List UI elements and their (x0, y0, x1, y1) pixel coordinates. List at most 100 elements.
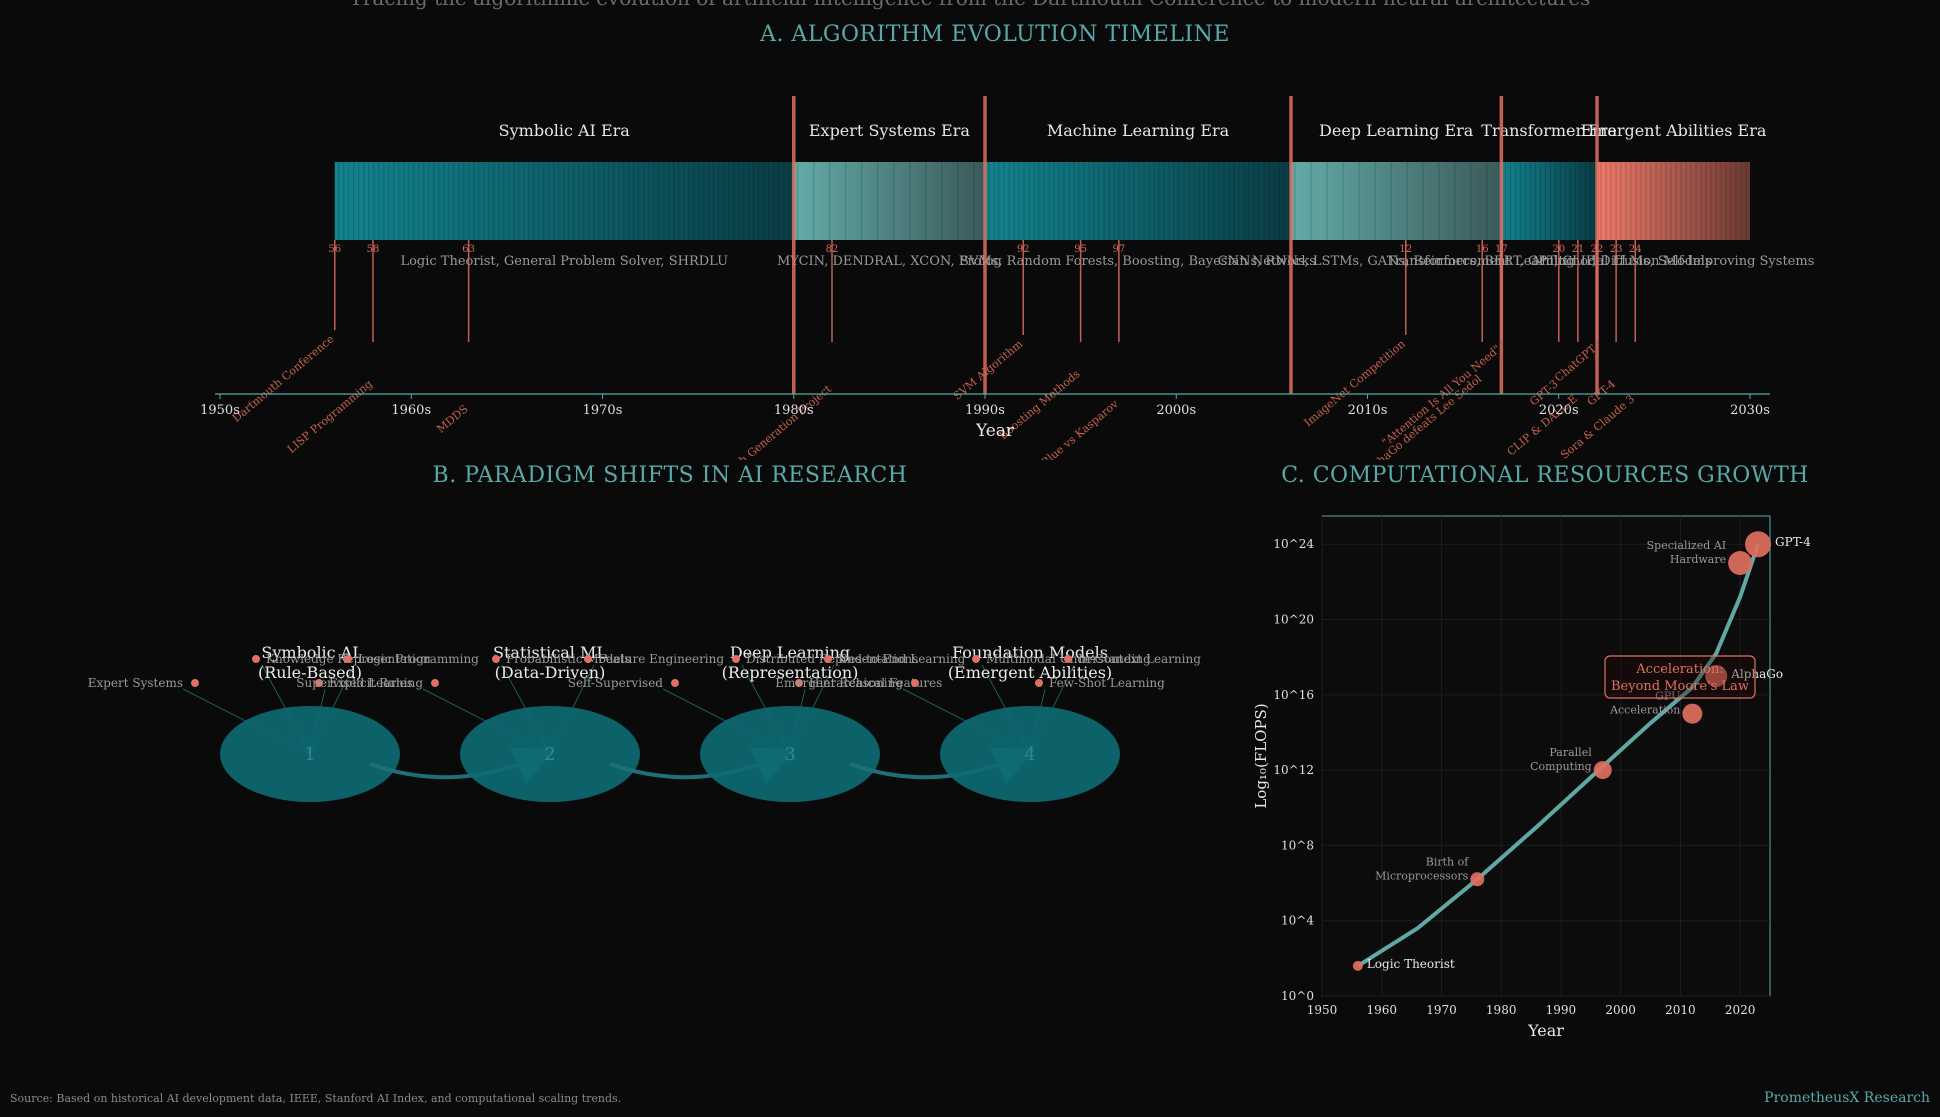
paradigm-node-4 (940, 706, 1120, 802)
timeline-tick-label: 2000s (1156, 403, 1196, 418)
compute-point (1745, 531, 1772, 558)
compute-y-label: Log₁₀(FLOPS) (1252, 703, 1270, 808)
era-examples: CNNs, RNNs, LSTMs, GANs, Reinforcement L… (1218, 254, 1575, 269)
event-year: 24 (1629, 244, 1642, 255)
compute-point-label: Hardware (1670, 553, 1726, 566)
event-label: MDDS (434, 402, 470, 435)
compute-point-label: Logic Theorist (1367, 957, 1455, 971)
event-year: 63 (462, 244, 475, 255)
concept-label: Supervised Learning (296, 676, 423, 690)
event-label: Dartmouth Conference (230, 332, 337, 425)
compute-y-tick: 10^0 (1281, 989, 1314, 1003)
compute-y-tick: 10^12 (1273, 763, 1314, 777)
paradigm-title: Statistical ML (493, 643, 607, 662)
event-year: 92 (1017, 244, 1030, 255)
timeline-tick-label: 1980s (774, 403, 814, 418)
compute-point-label: GPU (1655, 690, 1680, 703)
timeline-title: A. ALGORITHM EVOLUTION TIMELINE (760, 22, 1230, 47)
concept-dot (584, 655, 592, 663)
event-label: SVM Algorithm (951, 337, 1026, 403)
paradigm-subtitle: (Rule-Based) (258, 663, 362, 682)
compute-y-tick: 10^24 (1273, 537, 1314, 551)
timeline-tick-label: 1990s (965, 403, 1005, 418)
concept-label: Hierarchical Features (809, 676, 942, 690)
compute-y-tick: 10^4 (1281, 914, 1314, 928)
era-examples: MYCIN, DENDRAL, XCON, Prolog (777, 254, 1002, 269)
event-year: 20 (1552, 244, 1565, 255)
concept-dot (344, 655, 352, 663)
era-name: Deep Learning Era (1319, 121, 1474, 140)
era-bar-3 (985, 162, 1291, 240)
concept-dot (824, 655, 832, 663)
compute-point (1352, 960, 1363, 971)
era-name: Machine Learning Era (1047, 121, 1230, 140)
paradigms-title: B. PARADIGM SHIFTS IN AI RESEARCH (432, 463, 908, 488)
era-bar-2 (793, 162, 985, 240)
compute-y-tick: 10^16 (1273, 688, 1314, 702)
concept-dot (671, 679, 679, 687)
concept-dot (252, 655, 260, 663)
concept-dot (315, 679, 323, 687)
concept-label: Logic Programming (358, 652, 479, 666)
event-label: "Attention Is All You Need" (1380, 342, 1504, 449)
timeline-tick-label: 1970s (583, 403, 623, 418)
event-year: 95 (1074, 244, 1087, 255)
compute-point-label: AlphaGo (1730, 667, 1783, 681)
compute-chart: 1950 1960 1970 1980 1990 2000 2010 2020 10^0 10^4… (1252, 515, 1811, 1040)
compute-x-tick: 1990 (1546, 1003, 1577, 1017)
event-year: 97 (1113, 244, 1126, 255)
era-examples: Transformers, BERT, GPT, CLIP, Diffusion… (1387, 254, 1712, 269)
compute-point (1470, 872, 1485, 887)
figure-subtitle: Tracing the algorithmic evolution of art… (0, 0, 1940, 10)
era-examples: Logic Theorist, General Problem Solver, … (400, 254, 728, 269)
era-examples: Multimodal LLMs, Self-Improving Systems (1533, 254, 1815, 269)
compute-x-tick: 2000 (1605, 1003, 1636, 1017)
compute-point-label: Birth of (1426, 855, 1469, 868)
concept-dot (732, 655, 740, 663)
annotation-line2: Beyond Moore's Law (1611, 679, 1749, 694)
compute-point-label: Microprocessors (1375, 869, 1469, 882)
paradigm-number: 1 (304, 744, 315, 765)
concept-label: In-Context Learning (1078, 652, 1201, 666)
concept-dot (431, 679, 439, 687)
compute-point-label: Computing (1530, 760, 1592, 773)
source-note: Source: Based on historical AI developme… (10, 1092, 622, 1105)
era-examples: SVMs, Random Forests, Boosting, Bayesian… (960, 254, 1316, 269)
era-bar-4 (1291, 162, 1502, 240)
concept-label: Probabilistic Models (506, 652, 631, 666)
compute-point (1705, 665, 1728, 687)
era-name: Transformer Era (1481, 121, 1617, 140)
paradigm-title: Deep Learning (730, 643, 850, 662)
compute-point (1682, 703, 1703, 724)
compute-point-label: Specialized AI (1647, 539, 1727, 552)
event-label: GPT-4 (1585, 377, 1619, 408)
annotation-box (1604, 655, 1756, 699)
era-name: Emergent Abilities Era (1581, 121, 1767, 140)
event-year: 21 (1572, 244, 1585, 255)
era-name: Symbolic AI Era (499, 121, 631, 140)
compute-point (1728, 551, 1753, 576)
era-bar-6 (1597, 162, 1750, 240)
paradigm-node-1 (220, 706, 400, 802)
timeline-chart: Symbolic AI Era Logic Theorist, General P… (200, 96, 1815, 460)
compute-y-tick: 10^20 (1273, 613, 1314, 627)
timeline-tick-label: 2030s (1730, 403, 1770, 418)
compute-x-tick: 1950 (1307, 1003, 1338, 1017)
paradigm-number: 2 (544, 744, 555, 765)
timeline-x-label: Year (975, 421, 1015, 441)
paradigm-subtitle: (Emergent Abilities) (948, 663, 1112, 682)
timeline-tick-label: 2010s (1348, 403, 1388, 418)
paradigm-subtitle: (Data-Driven) (495, 663, 606, 682)
concept-label: Explicit Rules (329, 676, 413, 690)
concept-label: Distributed Representations (746, 652, 918, 666)
event-label: ChatGPT (1552, 342, 1599, 385)
concept-label: Emergent Reasoning (775, 676, 903, 690)
compute-x-tick: 2020 (1725, 1003, 1756, 1017)
compute-x-label: Year (1527, 1021, 1564, 1040)
timeline-tick-label: 1950s (200, 403, 240, 418)
timeline-tick-label: 2020s (1539, 403, 1579, 418)
compute-trend-line (1356, 543, 1760, 968)
event-year: 56 (328, 244, 341, 255)
